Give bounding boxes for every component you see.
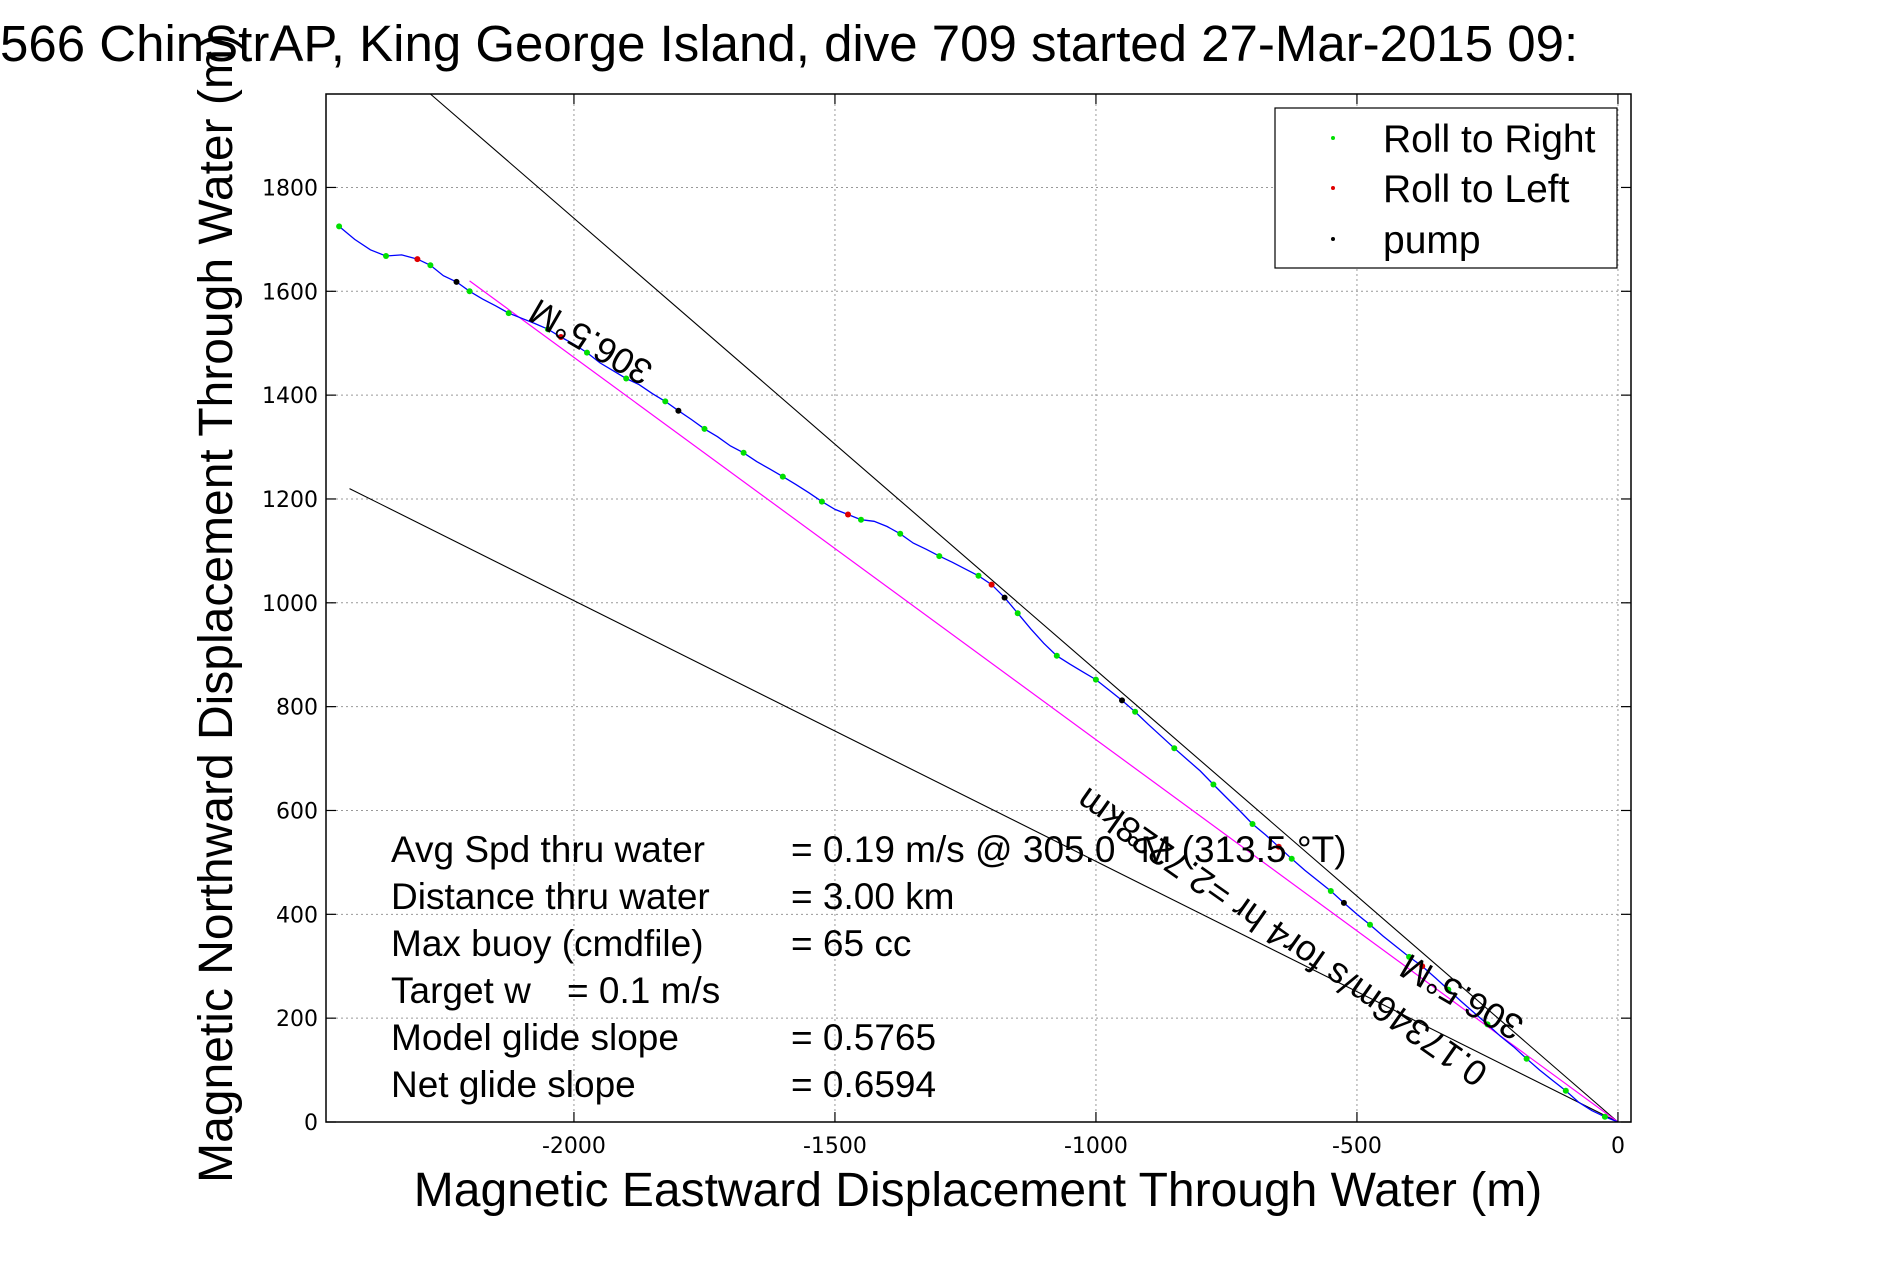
y-tick-label: 1000 (262, 592, 318, 617)
axes-box (325, 93, 1632, 1123)
stat-value-model-glide: = 0.5765 (791, 1017, 936, 1058)
track-marker (662, 398, 669, 405)
track-marker (1001, 594, 1008, 601)
x-tick-label: -1000 (1064, 1134, 1128, 1159)
reference-line-path (469, 280, 1619, 1123)
track-marker (1014, 610, 1021, 617)
track-marker (858, 516, 864, 523)
legend-label-roll-right: Roll to Right (1383, 118, 1596, 161)
y-tick-label: 200 (276, 1007, 318, 1032)
roll-pump-markers (336, 223, 1608, 1120)
y-tick-label: 1800 (262, 176, 318, 201)
legend-swatch-pump (1331, 237, 1335, 241)
chart-title: 566 ChinStrAP, King George Island, dive … (0, 15, 1578, 72)
track-marker (897, 530, 904, 537)
legend: Roll to Right Roll to Left pump (1274, 107, 1618, 269)
track-marker (1210, 781, 1217, 788)
track-marker (1327, 888, 1334, 894)
y-tick-label: 1600 (262, 280, 318, 305)
stat-label-max-buoy: Max buoy (cmdfile) (391, 923, 704, 964)
track-marker (1406, 953, 1413, 960)
y-tick-label: 0 (304, 1111, 318, 1136)
track-marker (544, 326, 551, 333)
track-marker (701, 425, 708, 432)
x-tick-label: 0 (1611, 1134, 1625, 1159)
axis-ticks: -2000 -1500 -1000 -500 0 0 200 400 600 800 1000 120… (262, 94, 1631, 1159)
stat-label-net-glide: Net glide slope (391, 1064, 636, 1105)
track-marker (1601, 1113, 1608, 1120)
heading-lines (349, 93, 1619, 1123)
stats-block: Avg Spd thru water = 0.19 m/s @ 305.0 °M… (391, 829, 1347, 1105)
track-marker (1523, 1055, 1530, 1062)
legend-label-pump: pump (1383, 219, 1481, 262)
plot-area: -2000 -1500 -1000 -500 0 0 200 400 600 800 1000 120… (262, 93, 1632, 1159)
track-marker (427, 262, 434, 269)
track-marker (1092, 676, 1099, 683)
heading-line (349, 488, 1619, 1123)
track-marker (1484, 1021, 1491, 1028)
x-tick-label: -1500 (803, 1134, 867, 1159)
legend-label-roll-left: Roll to Left (1383, 168, 1570, 211)
track-marker (975, 572, 982, 579)
track-marker (1249, 821, 1256, 827)
track-marker (818, 498, 825, 505)
y-tick-label: 600 (276, 799, 318, 824)
x-tick-label: -500 (1332, 1134, 1382, 1159)
track-marker (1275, 843, 1282, 850)
track-marker (466, 288, 473, 295)
legend-swatch-roll-left (1331, 186, 1335, 190)
stat-value-target-w: = 0.1 m/s (567, 970, 720, 1011)
track-marker (1562, 1087, 1569, 1094)
stat-value-max-buoy: = 65 cc (791, 923, 911, 964)
track-marker (623, 375, 630, 382)
track-marker (414, 256, 421, 263)
stat-label-distance: Distance thru water (391, 876, 710, 917)
stat-value-avg-speed: = 0.19 m/s @ 305.0 °M (313.5 °T) (791, 829, 1347, 870)
stat-label-model-glide: Model glide slope (391, 1017, 679, 1058)
stat-value-net-glide: = 0.6594 (791, 1064, 936, 1105)
reference-line (469, 280, 1619, 1123)
track-marker (845, 511, 851, 518)
track-marker (1445, 986, 1452, 993)
stat-label-target-w: Target w (391, 970, 531, 1011)
track-marker (453, 278, 460, 285)
track-marker (383, 253, 389, 259)
stat-value-distance: = 3.00 km (791, 876, 955, 917)
track-marker (779, 473, 786, 480)
track-marker (1053, 652, 1060, 659)
track-marker (740, 449, 747, 456)
legend-swatch-roll-right (1331, 136, 1335, 140)
y-tick-label: 1200 (262, 488, 318, 513)
track-marker (1340, 899, 1347, 906)
y-tick-label: 400 (276, 903, 318, 928)
y-axis-label: Magnetic Northward Displacement Through … (190, 33, 243, 1183)
y-tick-label: 1400 (262, 384, 318, 409)
track-marker (936, 553, 943, 560)
stat-label-avg-speed: Avg Spd thru water (391, 829, 705, 870)
track-marker (1132, 708, 1139, 715)
track-marker (1419, 963, 1426, 970)
track-marker (1367, 921, 1373, 928)
x-axis-label: Magnetic Eastward Displacement Through W… (414, 1164, 1542, 1217)
x-tick-label: -2000 (542, 1134, 606, 1159)
track-marker (1171, 745, 1178, 752)
heading-line (430, 93, 1619, 1123)
track-marker (675, 407, 682, 414)
track-marker (988, 581, 995, 588)
track-marker (1288, 855, 1295, 862)
track-marker (557, 334, 564, 340)
y-tick-label: 800 (276, 696, 318, 721)
track-marker (336, 223, 343, 230)
track-marker (505, 310, 512, 317)
track-marker (584, 349, 590, 356)
track-marker (1119, 697, 1125, 704)
